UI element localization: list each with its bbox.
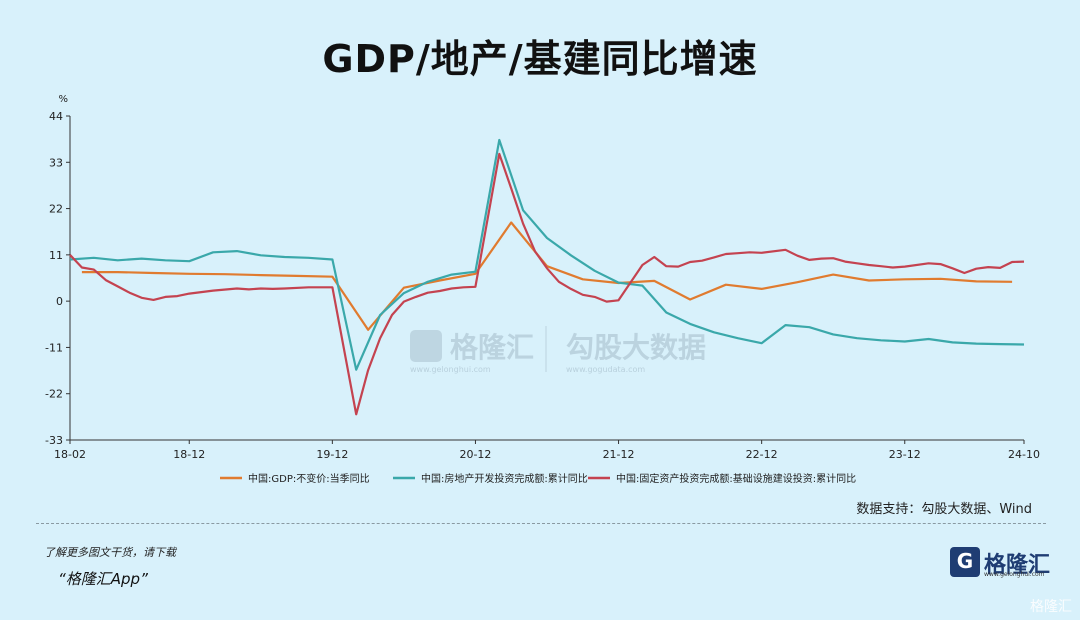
y-tick-label: 0 xyxy=(56,295,63,308)
x-tick-label: 21-12 xyxy=(603,448,635,461)
x-tick-label: 24-10 xyxy=(1008,448,1040,461)
series-line-3 xyxy=(69,152,1025,416)
x-tick-label: 18-12 xyxy=(173,448,205,461)
app-name: “格隆汇App” xyxy=(58,570,148,588)
brand-logo: G 格隆汇 www.gelonghui.com xyxy=(950,545,1050,579)
y-tick-label: -11 xyxy=(45,341,63,354)
x-tick-label: 23-12 xyxy=(889,448,921,461)
chart-title: GDP/地产/基建同比增速 xyxy=(322,37,758,81)
x-tick-label: 22-12 xyxy=(746,448,778,461)
y-tick-label: 11 xyxy=(49,249,63,262)
watermark-right-url: www.gogudata.com xyxy=(566,365,645,374)
y-tick-label: -22 xyxy=(45,388,63,401)
brand-url: www.gelonghui.com xyxy=(984,571,1045,578)
x-tick-label: 20-12 xyxy=(459,448,491,461)
series-line-2 xyxy=(69,138,1025,371)
y-tick-label: 33 xyxy=(49,156,63,169)
watermark-left-url: www.gelonghui.com xyxy=(410,365,491,374)
x-tick-label: 18-02 xyxy=(54,448,86,461)
data-source: 数据支持：勾股大数据、Wind xyxy=(856,502,1032,517)
promo-text: 了解更多图文干货，请下载 xyxy=(44,546,176,559)
y-tick-label: 44 xyxy=(49,110,63,123)
divider xyxy=(36,523,1046,524)
y-axis-label: % xyxy=(58,94,68,105)
y-tick-label: -33 xyxy=(45,434,63,447)
legend-label-3: 中国:固定资产投资完成额:基础设施建设投资:累计同比 xyxy=(616,472,856,485)
brand-name: 格隆汇 xyxy=(984,553,1051,578)
chart-lines xyxy=(69,138,1025,416)
legend-label-1: 中国:GDP:不变价:当季同比 xyxy=(248,472,370,485)
y-tick-label: 22 xyxy=(49,203,63,216)
watermark-logo-icon xyxy=(410,330,442,362)
logo-icon: G xyxy=(950,547,980,577)
watermark-right: 勾股大数据 xyxy=(566,331,706,364)
chart-legend: 中国:GDP:不变价:当季同比 中国:房地产开发投资完成额:累计同比 中国:固定资产… xyxy=(220,472,856,485)
x-tick-label: 19-12 xyxy=(316,448,348,461)
watermark-left: 格隆汇 xyxy=(450,331,534,364)
legend-label-2: 中国:房地产开发投资完成额:累计同比 xyxy=(421,472,588,485)
series-line-1 xyxy=(81,221,1013,331)
corner-watermark: 格隆汇 xyxy=(1030,599,1072,615)
